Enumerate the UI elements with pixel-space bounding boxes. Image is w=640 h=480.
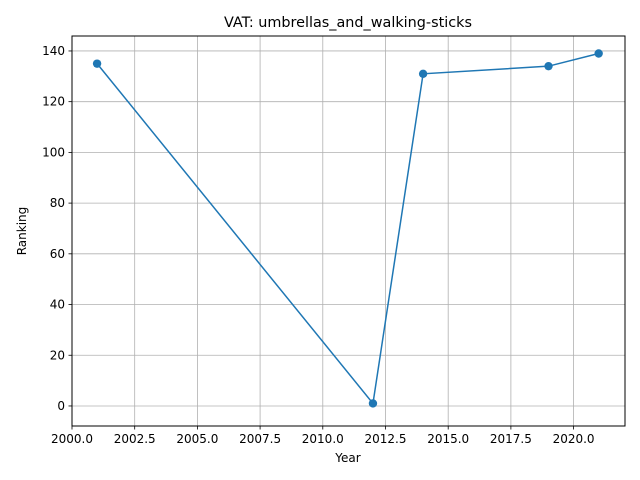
- x-tick-label: 2020.0: [553, 432, 595, 446]
- data-point: [368, 399, 378, 408]
- x-tick-label: 2005.0: [176, 432, 218, 446]
- grid: [71, 36, 625, 426]
- data-point: [544, 61, 553, 71]
- y-tick-label: 0: [57, 399, 65, 413]
- x-tick-label: 2002.5: [114, 432, 156, 446]
- x-tick-label: 2012.5: [364, 432, 406, 446]
- x-tick-label: 2000.0: [51, 432, 93, 446]
- chart-title: VAT: umbrellas_and_walking-sticks: [224, 15, 472, 31]
- data-point: [418, 69, 428, 78]
- y-tick-label: 60: [50, 247, 65, 261]
- y-axis-ticks: 0 20 40 60 80 100 120 140: [42, 44, 72, 413]
- plot-frame: [71, 35, 626, 427]
- x-axis-label: Year: [334, 451, 360, 465]
- x-tick-label: 2015.0: [427, 432, 469, 446]
- series-layer: [92, 49, 603, 408]
- y-tick-label: 80: [50, 196, 65, 210]
- data-point: [92, 59, 102, 68]
- y-tick-label: 120: [42, 95, 65, 109]
- y-tick-label: 40: [50, 298, 65, 312]
- x-tick-label: 2017.5: [490, 432, 532, 446]
- series-line: [96, 52, 599, 406]
- y-tick-label: 20: [50, 348, 65, 362]
- x-tick-label: 2010.0: [302, 432, 344, 446]
- y-tick-label: 140: [42, 44, 65, 58]
- y-axis-label: Ranking: [15, 207, 29, 256]
- y-tick-label: 100: [42, 145, 65, 159]
- x-axis-ticks: 2000.0 2002.5 2005.0 2007.5 2010.0 2012.5 2015…: [51, 426, 595, 446]
- x-tick-label: 2007.5: [239, 432, 281, 446]
- data-point: [594, 49, 603, 58]
